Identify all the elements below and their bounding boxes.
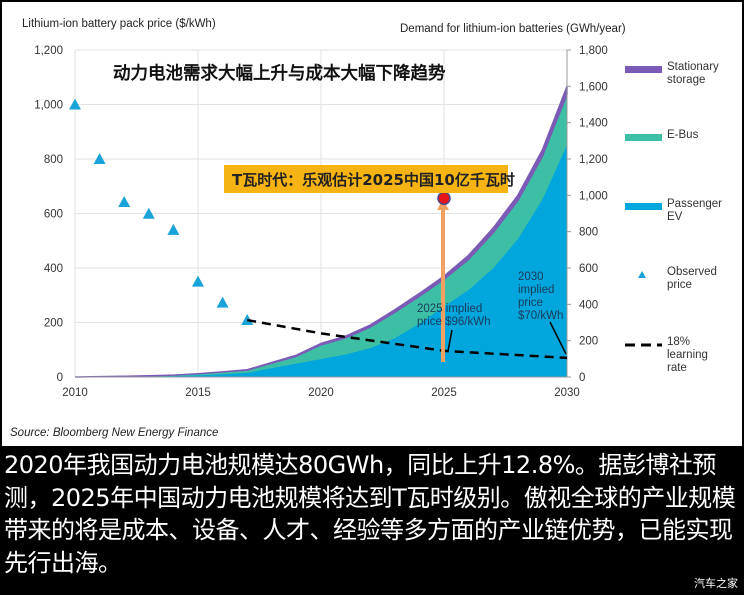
x-tick-label: 2025 <box>431 387 457 399</box>
highlight-point <box>437 191 451 206</box>
legend: Stationary storage E-Bus Passenger EV Observe… <box>625 61 722 374</box>
legend-swatch <box>625 66 662 73</box>
right-tick-label: 400 <box>579 299 598 311</box>
note-2030-line4: $70/kWh <box>518 310 563 322</box>
observed-price-point <box>216 296 229 308</box>
chart: 0 200 400 600 800 1,000 1,200 2010 2015 2020 2025 2… <box>10 18 722 439</box>
right-tick-label: 600 <box>579 263 598 275</box>
learning-rate-line <box>246 318 568 360</box>
legend-swatch <box>625 134 662 141</box>
right-tick-label: 800 <box>579 227 598 239</box>
legend-triangle <box>638 271 646 278</box>
left-axis-label: Lithium-ion battery pack price ($/kWh) <box>22 18 216 30</box>
legend-label: Passenger EV <box>667 198 722 223</box>
note-2025-line1: 2025 implied <box>417 303 482 315</box>
note-2025-pointer <box>447 329 453 352</box>
x-tick-label: 2030 <box>554 387 580 399</box>
axes: 0 200 400 600 800 1,000 1,200 2010 2015 2020 2025 2… <box>34 45 608 399</box>
observed-price-point <box>69 98 81 110</box>
highlight-text: T瓦时代：乐观估计2025中国10亿千瓦时 <box>232 171 515 189</box>
left-tick-label: 400 <box>44 263 63 275</box>
note-2030-line1: 2030 <box>518 271 544 283</box>
legend-swatch <box>625 203 662 210</box>
right-tick-label: 1,400 <box>579 118 608 130</box>
source-note: Source: Bloomberg New Energy Finance <box>10 427 218 439</box>
observed-price-point <box>93 153 106 164</box>
x-tick-label: 2020 <box>308 387 334 399</box>
chart-panel: 0 200 400 600 800 1,000 1,200 2010 2015 2020 2025 2… <box>2 2 742 446</box>
left-tick-label: 0 <box>57 372 63 384</box>
left-tick-label: 800 <box>44 154 63 166</box>
right-tick-label: 1,800 <box>579 45 608 57</box>
x-tick-label: 2010 <box>62 387 88 399</box>
right-tick-label: 0 <box>579 372 585 384</box>
legend-label: 18% learning rate <box>667 336 708 374</box>
chart-title: 动力电池需求大幅上升与成本大幅下降趋势 <box>113 63 446 84</box>
right-tick-label: 1,600 <box>579 81 608 93</box>
note-2030-line2: implied <box>518 284 554 296</box>
highlight-box <box>224 165 508 193</box>
caption-text: 2020年我国动力电池规模达80GWh，同比上升12.8%。据彭博社预测，202… <box>4 451 736 577</box>
left-tick-label: 1,000 <box>34 100 63 112</box>
note-2030-pointer <box>549 321 567 355</box>
right-axis-label: Demand for lithium-ion batteries (GWh/ye… <box>400 23 626 35</box>
observed-price-point <box>241 314 254 326</box>
note-2025-line2: price $96/kWh <box>417 316 491 328</box>
right-tick-label: 200 <box>579 336 598 348</box>
observed-price-markers <box>69 98 254 326</box>
observed-price-point <box>118 196 131 208</box>
observed-price-point <box>192 275 204 287</box>
left-tick-label: 200 <box>44 318 63 330</box>
left-tick-label: 600 <box>44 209 63 221</box>
left-tick-label: 1,200 <box>34 45 63 57</box>
right-tick-label: 1,000 <box>579 190 608 202</box>
legend-label: Stationary storage <box>667 61 719 86</box>
watermark: 汽车之家 <box>694 577 738 590</box>
observed-price-point <box>167 223 180 235</box>
note-2030-line3: price <box>518 297 543 309</box>
observed-price-point <box>142 207 155 219</box>
legend-label: Observed price <box>667 266 717 291</box>
legend-label: E-Bus <box>667 129 699 141</box>
right-tick-label: 1,200 <box>579 154 608 166</box>
x-tick-label: 2015 <box>185 387 211 399</box>
